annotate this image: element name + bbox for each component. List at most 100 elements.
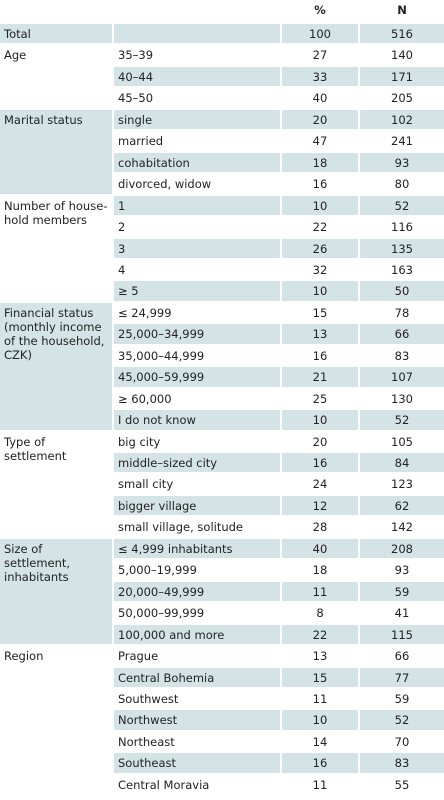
percent: 10 — [282, 281, 358, 301]
row-label: married — [118, 134, 164, 149]
count: 55 — [394, 777, 410, 792]
percent: 16 — [282, 753, 358, 773]
group-label: Type of settlement — [4, 434, 67, 463]
row-label: Central Moravia — [118, 777, 210, 792]
row-label: 100,000 and more — [114, 624, 280, 645]
percent: 18 — [312, 563, 328, 578]
percent: 16 — [312, 348, 328, 363]
row-label: 40–44 — [114, 66, 280, 87]
count: 84 — [360, 453, 444, 473]
percent: 14 — [312, 734, 328, 749]
count: 83 — [360, 753, 444, 773]
count: 107 — [360, 367, 444, 387]
percent: 22 — [312, 220, 328, 235]
count: 80 — [394, 177, 410, 192]
percent: 28 — [312, 520, 328, 535]
count: 59 — [360, 581, 444, 602]
percent: 10 — [282, 410, 358, 430]
percent: 33 — [282, 66, 358, 87]
row-label: 50,000–99,999 — [118, 606, 205, 621]
row-label: Prague — [118, 649, 159, 664]
row-label: 5,000–19,999 — [118, 563, 197, 578]
count: 123 — [391, 477, 413, 492]
percent: 15 — [312, 305, 328, 320]
count: 41 — [394, 606, 410, 621]
percent: 24 — [312, 477, 328, 492]
row-label: big city — [118, 434, 161, 449]
row-label: 20,000–49,999 — [114, 581, 280, 602]
percent: 16 — [312, 177, 328, 192]
count: 205 — [391, 91, 413, 106]
percent: 8 — [316, 606, 324, 621]
count: 52 — [360, 410, 444, 430]
row-label: ≥ 60,000 — [118, 391, 172, 406]
count: 130 — [391, 391, 413, 406]
row-label: small city — [118, 477, 174, 492]
row-label: 35,000–44,999 — [118, 348, 205, 363]
total-label: Total — [0, 24, 112, 44]
count: 66 — [360, 324, 444, 344]
row-label: 45,000–59,999 — [114, 367, 280, 387]
row-label: 4 — [118, 262, 126, 277]
total-percent: 100 — [282, 24, 358, 44]
percent: 47 — [312, 134, 328, 149]
count: 78 — [394, 305, 410, 320]
percent: 13 — [282, 324, 358, 344]
percent: 15 — [282, 667, 358, 687]
row-label: ≥ 5 — [114, 281, 280, 301]
percent: 21 — [282, 367, 358, 387]
count: 83 — [394, 348, 410, 363]
count: 52 — [360, 710, 444, 730]
percent: 40 — [282, 538, 358, 559]
count: 52 — [360, 195, 444, 216]
percent: 27 — [312, 48, 328, 63]
count: 115 — [360, 624, 444, 645]
count: 66 — [394, 649, 410, 664]
count: 241 — [391, 134, 413, 149]
percent: 22 — [282, 624, 358, 645]
row-label: 2 — [118, 220, 126, 235]
row-label: cohabitation — [114, 152, 280, 173]
count: 77 — [360, 667, 444, 687]
total-n: 516 — [360, 24, 444, 44]
count: 102 — [360, 109, 444, 130]
group-label: Age — [4, 48, 27, 63]
count: 163 — [391, 262, 413, 277]
percent: 13 — [312, 649, 328, 664]
count: 59 — [394, 691, 410, 706]
percent: 32 — [312, 262, 328, 277]
row-label: divorced, widow — [118, 177, 212, 192]
count: 135 — [360, 238, 444, 258]
header-n: N — [397, 3, 407, 17]
percent: 10 — [282, 710, 358, 730]
total-sub — [114, 24, 280, 44]
row-label: 35–39 — [118, 48, 154, 63]
percent: 11 — [282, 581, 358, 602]
percent: 16 — [282, 453, 358, 473]
count: 93 — [394, 563, 410, 578]
count: 70 — [394, 734, 410, 749]
row-label: Southwest — [118, 691, 179, 706]
row-label: Southeast — [114, 753, 280, 773]
percent: 20 — [312, 434, 328, 449]
row-label: single — [114, 109, 280, 130]
count: 50 — [360, 281, 444, 301]
count: 208 — [360, 538, 444, 559]
row-label: ≤ 4,999 inhabitants — [114, 538, 280, 559]
row-label: I do not know — [114, 410, 280, 430]
row-label: 45–50 — [118, 91, 154, 106]
group-label: Number of house-hold members — [4, 198, 108, 227]
group-label: Marital status — [0, 109, 112, 194]
row-label: middle–sized city — [114, 453, 280, 473]
row-label: 1 — [114, 195, 280, 216]
row-label: 3 — [114, 238, 280, 258]
row-label: small village, solitude — [118, 520, 244, 535]
percent: 11 — [312, 691, 328, 706]
percent: 11 — [312, 777, 328, 792]
row-label: 25,000–34,999 — [114, 324, 280, 344]
percent: 12 — [282, 495, 358, 516]
group-label: Region — [4, 649, 44, 664]
percent: 25 — [312, 391, 328, 406]
percent: 40 — [312, 91, 328, 106]
count: 171 — [360, 66, 444, 87]
